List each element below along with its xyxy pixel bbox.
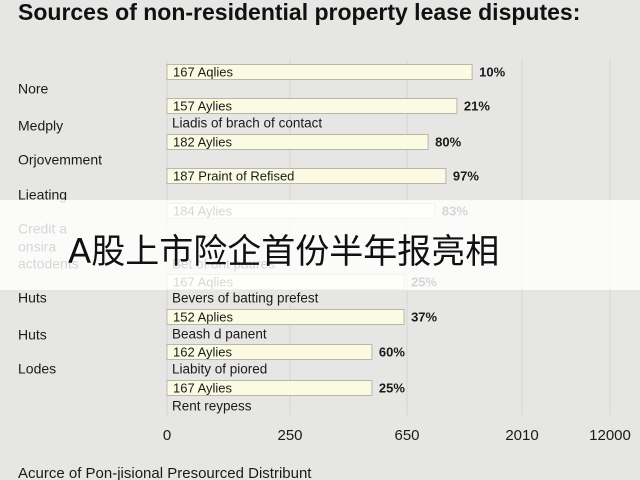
x-tick-label: 2010	[505, 427, 538, 444]
x-tick-label: 650	[394, 427, 419, 444]
x-tick-label: 0	[163, 427, 171, 444]
overlay-text: A股上市险企首份半年报亮相	[68, 232, 500, 272]
row-label: Lieating	[18, 187, 67, 203]
value-label: 37%	[411, 309, 437, 324]
value-label: 10%	[479, 64, 505, 79]
annotation: Liadis of brach of contact	[172, 116, 322, 131]
value-label: 25%	[379, 380, 405, 395]
bar-label: 157 Aylies	[173, 98, 233, 113]
annotation: Beash d panent	[172, 327, 267, 342]
bar	[166, 344, 373, 360]
bar	[166, 134, 429, 150]
chart-title: Sources of non-residential property leas…	[18, 0, 581, 25]
x-tick-label: 250	[277, 427, 302, 444]
value-label: 97%	[453, 168, 479, 183]
bar	[166, 64, 473, 80]
row-label: Huts	[18, 290, 47, 306]
annotation: Rent reypess	[172, 399, 252, 414]
bar	[166, 380, 373, 396]
x-tick-label: 12000	[589, 427, 631, 444]
footnote: Acurce of Pon-jisional Presourced Distri…	[18, 465, 312, 480]
value-label: 21%	[464, 98, 490, 113]
bar	[166, 168, 447, 184]
bar-label: 162 Aylies	[173, 344, 233, 359]
overlay-banner	[0, 200, 640, 290]
bar-label: 167 Aylies	[173, 380, 233, 395]
bar-label: 152 Aplies	[173, 309, 233, 324]
row-label: Medply	[18, 118, 63, 134]
annotation: Liabity of piored	[172, 362, 267, 377]
bar-label: 187 Praint of Refised	[173, 168, 294, 183]
value-label: 80%	[435, 134, 461, 149]
row-label: Nore	[18, 81, 49, 97]
row-label: Orjovemment	[18, 152, 102, 168]
annotation: Bevers of batting prefest	[172, 291, 319, 306]
row-label: Lodes	[18, 361, 56, 377]
bar-label: 167 Aqlies	[173, 64, 233, 79]
bar-label: 182 Aylies	[173, 134, 233, 149]
bar	[166, 98, 458, 114]
row-label: Huts	[18, 327, 47, 343]
bar	[166, 309, 405, 325]
value-label: 60%	[379, 344, 405, 359]
